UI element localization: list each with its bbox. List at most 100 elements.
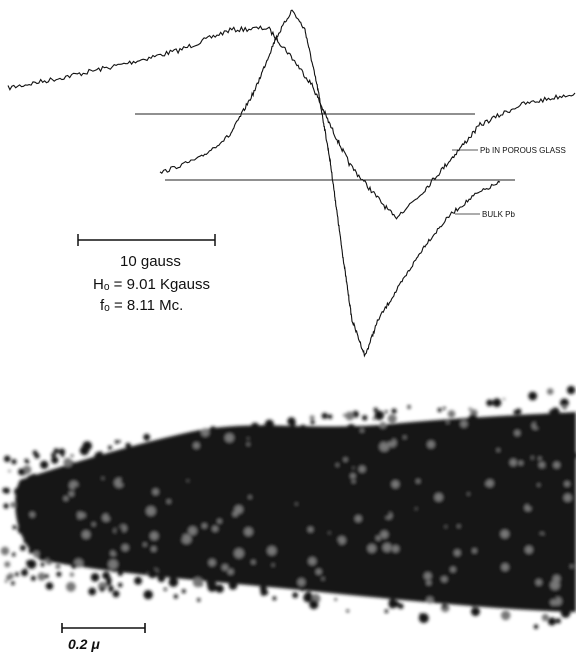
particle <box>493 433 503 443</box>
particle <box>500 610 511 621</box>
particle <box>377 426 381 430</box>
traces <box>7 9 576 358</box>
particle <box>352 467 355 469</box>
particle <box>258 525 264 531</box>
particle <box>476 496 483 503</box>
bulk-trace <box>159 9 501 358</box>
particle <box>61 454 65 458</box>
particle <box>315 470 320 475</box>
particle <box>444 525 447 528</box>
particle <box>488 473 494 479</box>
particle <box>461 594 466 599</box>
particle <box>473 515 483 525</box>
particle <box>418 540 428 549</box>
particle <box>538 461 546 468</box>
particle <box>427 440 435 449</box>
particle <box>520 493 529 502</box>
particle <box>160 577 162 580</box>
particle <box>32 450 38 456</box>
particle <box>482 539 490 547</box>
particle <box>120 557 123 560</box>
particle <box>434 467 438 471</box>
particle <box>28 533 33 538</box>
particle <box>345 411 355 421</box>
particle <box>56 571 62 577</box>
particle <box>547 617 557 626</box>
particle <box>336 540 340 544</box>
particle <box>164 503 170 509</box>
particle <box>486 399 493 407</box>
particle <box>205 447 209 452</box>
particle <box>547 503 557 514</box>
particle <box>228 546 234 552</box>
particle <box>496 448 500 452</box>
particle <box>551 407 560 416</box>
particle <box>289 554 298 564</box>
particle <box>228 581 238 590</box>
particle <box>358 462 363 467</box>
particle <box>471 607 480 617</box>
particle <box>383 510 390 517</box>
particle <box>426 580 432 586</box>
particle <box>20 485 24 489</box>
particle <box>277 521 283 527</box>
particle <box>535 420 543 428</box>
particle <box>74 528 79 533</box>
particle <box>403 435 407 439</box>
particle <box>214 490 224 500</box>
particle <box>78 485 84 491</box>
particle <box>108 559 118 570</box>
particle <box>159 456 165 462</box>
particle <box>428 525 432 529</box>
particle <box>173 516 182 524</box>
particle <box>204 530 208 535</box>
particle <box>408 478 414 484</box>
particle <box>215 584 224 593</box>
particle <box>213 476 221 483</box>
particle <box>28 548 35 554</box>
particle <box>11 581 15 586</box>
particle <box>426 463 434 471</box>
particle <box>304 591 313 600</box>
particle <box>43 503 51 511</box>
particle <box>102 502 106 507</box>
particle <box>118 562 123 567</box>
particle <box>117 582 123 588</box>
particle <box>397 434 403 440</box>
particle <box>182 545 186 549</box>
particle <box>10 501 17 508</box>
particle <box>243 516 247 520</box>
particle <box>565 530 573 538</box>
particle <box>23 540 27 543</box>
particle <box>7 573 14 580</box>
particle <box>158 568 166 577</box>
particle <box>247 457 251 461</box>
particle <box>192 577 203 588</box>
particle <box>455 571 460 576</box>
particle <box>514 504 519 509</box>
particle <box>541 613 549 622</box>
particle <box>402 579 407 584</box>
particle <box>217 519 222 524</box>
particle <box>286 436 294 444</box>
particle <box>535 579 542 586</box>
particle <box>418 447 422 451</box>
particle <box>514 430 521 436</box>
particle <box>212 541 217 546</box>
particle <box>335 463 339 467</box>
micro-scale-label: 0.2 μ <box>68 636 100 652</box>
particle <box>105 580 112 586</box>
particle <box>317 583 325 590</box>
particle <box>55 503 65 513</box>
particle <box>105 492 112 500</box>
particle <box>178 481 182 485</box>
particle <box>46 513 52 519</box>
particle <box>214 551 224 560</box>
particle <box>48 487 53 492</box>
particle <box>421 487 425 492</box>
particle <box>328 531 331 534</box>
particle <box>324 581 334 591</box>
micro-scale-bar <box>61 623 146 633</box>
particle <box>321 412 328 419</box>
particle <box>244 527 253 536</box>
